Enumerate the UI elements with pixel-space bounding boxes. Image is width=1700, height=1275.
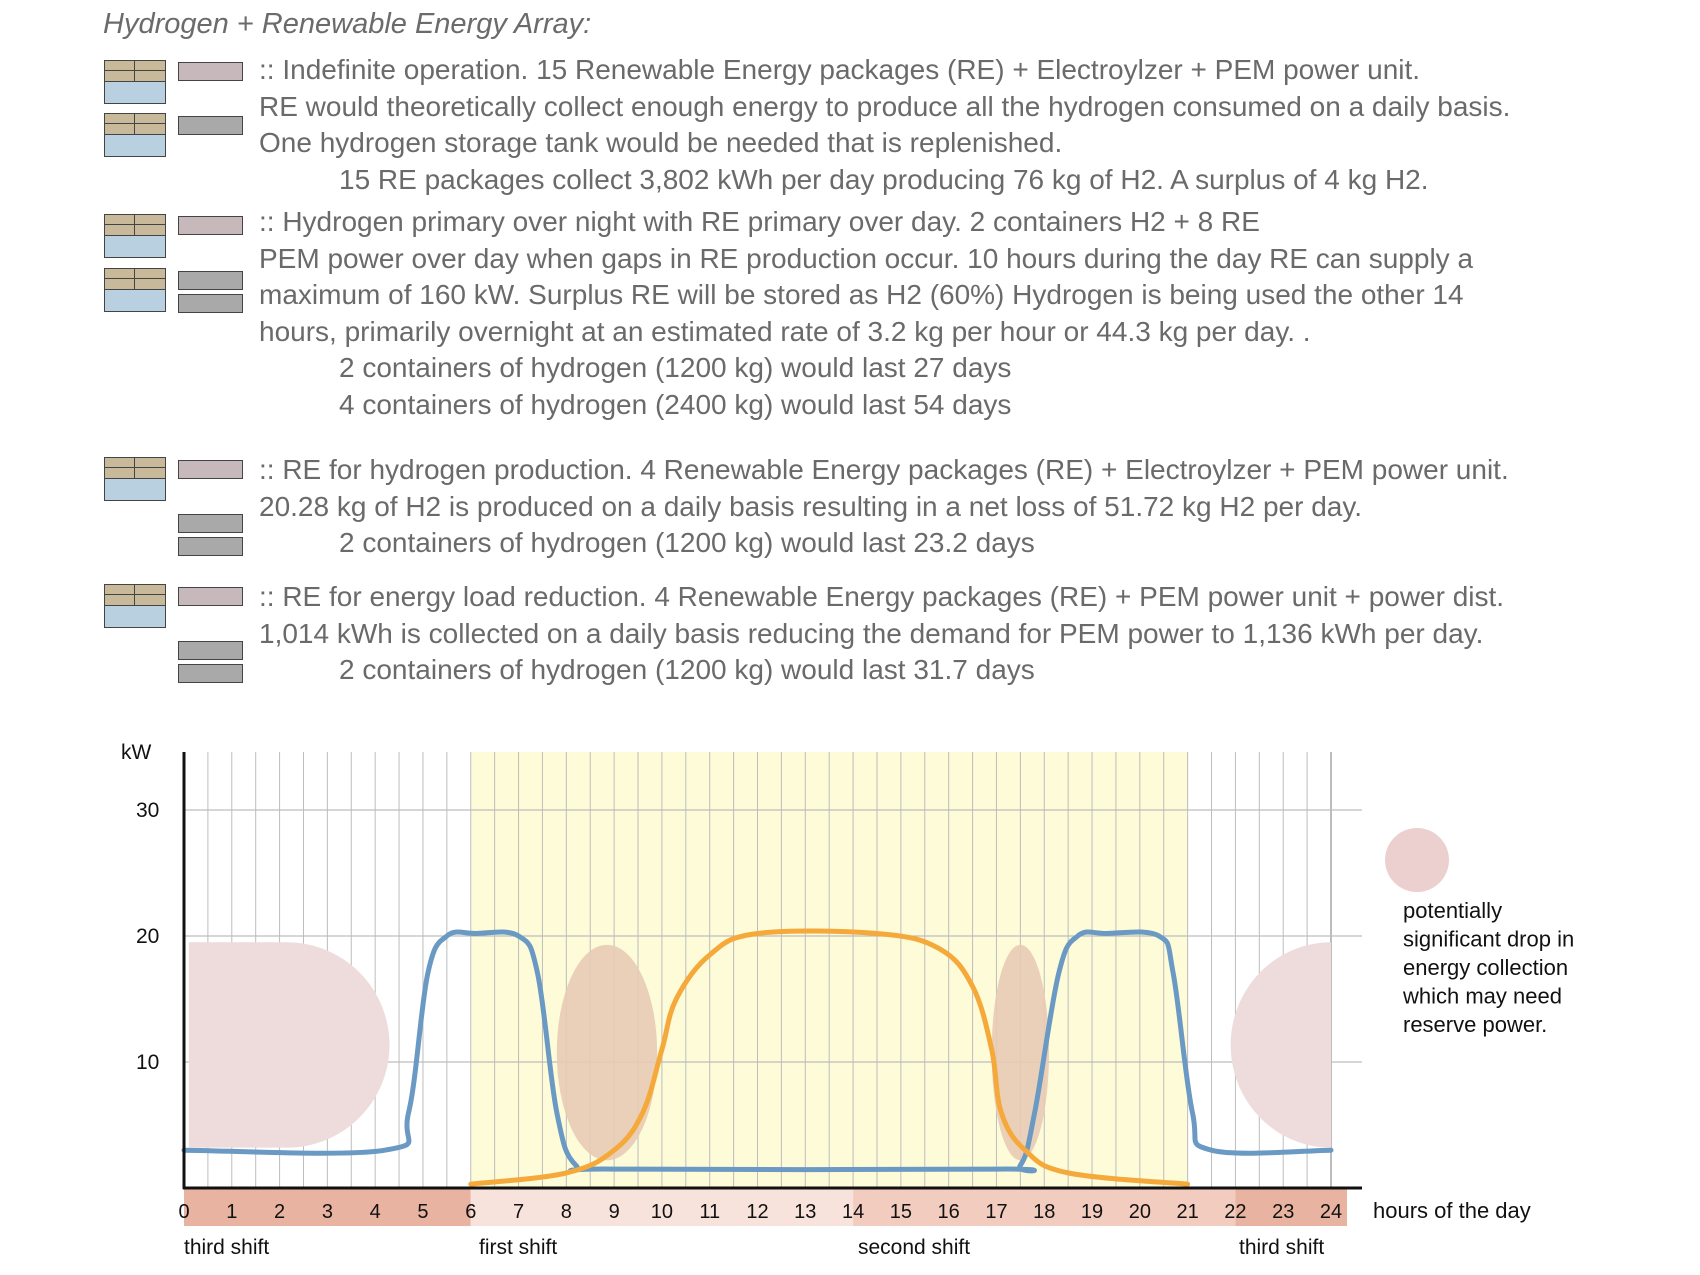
scenario-line: RE would theoretically collect enough en…	[259, 90, 1511, 122]
electrolyzer-icon	[178, 216, 243, 235]
scenario-text: :: RE for hydrogen production. 4 Renewab…	[259, 452, 1509, 562]
shift-label: third shift	[1239, 1236, 1324, 1259]
series-lines	[181, 928, 1334, 1187]
x-tick-label: 10	[651, 1201, 673, 1223]
legend-text: significant drop in	[1403, 927, 1574, 952]
x-tick-label: 6	[465, 1201, 476, 1223]
y-axis-label: kW	[121, 741, 152, 764]
scenario-line: 4 containers of hydrogen (2400 kg) would…	[339, 388, 1012, 420]
legend-text: reserve power.	[1403, 1012, 1547, 1037]
re-package-icon	[104, 113, 166, 157]
x-tick-label: 19	[1081, 1201, 1103, 1223]
axes	[182, 752, 1362, 1190]
y-tick-label: 20	[136, 925, 159, 948]
x-tick-label: 13	[794, 1201, 816, 1223]
drop-zone	[1230, 942, 1331, 1148]
x-tick-label: 1	[226, 1201, 237, 1223]
scenario-line: hours, primarily overnight at an estimat…	[259, 315, 1311, 347]
shift-band	[184, 1188, 471, 1226]
x-tick-label: 2	[274, 1201, 285, 1223]
legend-text: potentially	[1403, 898, 1502, 923]
legend-text: which may need	[1402, 984, 1562, 1009]
re-package-icon	[104, 60, 166, 104]
hydrogen-container-icon	[178, 537, 243, 556]
drop-zone	[556, 944, 658, 1161]
scenario-text: :: RE for energy load reduction. 4 Renew…	[259, 579, 1504, 689]
x-tick-label: 8	[561, 1201, 572, 1223]
x-tick-label: 21	[1177, 1201, 1199, 1223]
shift-label: third shift	[184, 1236, 269, 1259]
hydrogen-container-icon	[178, 116, 243, 135]
scenario-text: :: Indefinite operation. 15 Renewable En…	[259, 52, 1510, 198]
shift-bands	[184, 1188, 1347, 1226]
drop-zone	[991, 944, 1050, 1161]
electrolyzer-icon	[178, 587, 243, 606]
scenario-line: PEM power over day when gaps in RE produ…	[259, 242, 1474, 274]
x-tick-label: 4	[370, 1201, 381, 1223]
hydrogen-container-icon	[178, 271, 243, 290]
shift-label: second shift	[858, 1236, 970, 1259]
hydrogen-container-icon	[178, 514, 243, 533]
scenario-line: 20.28 kg of H2 is produced on a daily ba…	[259, 490, 1363, 522]
scenario-line: :: RE for energy load reduction. 4 Renew…	[259, 581, 1505, 612]
y-tick-label: 30	[136, 799, 159, 822]
scenario-line: One hydrogen storage tank would be neede…	[259, 127, 1063, 158]
x-tick-label: 17	[985, 1201, 1007, 1223]
x-tick-label: 18	[1033, 1201, 1055, 1223]
x-tick-label: 20	[1129, 1201, 1151, 1223]
shift-band	[470, 1188, 854, 1226]
hydrogen-container-icon	[178, 294, 243, 313]
x-axis-label: hours of the day	[1373, 1198, 1531, 1223]
scenario-line: :: RE for hydrogen production. 4 Renewab…	[259, 454, 1509, 485]
x-tick-label: 15	[890, 1201, 912, 1223]
scenario-line: :: Hydrogen primary over night with RE p…	[259, 206, 1260, 237]
scenario-line: 2 containers of hydrogen (1200 kg) would…	[339, 527, 1035, 558]
shift-band	[853, 1188, 1236, 1226]
shift-band	[1235, 1188, 1347, 1226]
scenario-line: 2 containers of hydrogen (1200 kg) would…	[339, 654, 1035, 685]
x-tick-label: 23	[1272, 1201, 1294, 1223]
legend: potentially significant drop in energy col…	[1385, 828, 1574, 1037]
x-tick-label: 5	[417, 1201, 428, 1223]
x-tick-label: 12	[746, 1201, 768, 1223]
hydrogen-container-icon	[178, 641, 243, 660]
drop-zone	[188, 942, 390, 1148]
x-tick-label: 24	[1320, 1201, 1342, 1223]
scenario-text: :: Hydrogen primary over night with RE p…	[259, 204, 1473, 423]
re-package-icon	[104, 584, 166, 628]
x-tick-label: 16	[938, 1201, 960, 1223]
page-title: Hydrogen + Renewable Energy Array:	[103, 8, 592, 40]
series-line	[181, 929, 1334, 1174]
x-tick-label: 3	[322, 1201, 333, 1223]
electrolyzer-icon	[178, 62, 243, 81]
y-tick-label: 10	[136, 1051, 159, 1074]
x-tick-label: 7	[513, 1201, 524, 1223]
scenario-line: 1,014 kWh is collected on a daily basis …	[259, 617, 1484, 649]
legend-text: energy collection	[1403, 955, 1568, 980]
series-line	[468, 928, 1191, 1187]
scenario-line: :: Indefinite operation. 15 Renewable En…	[259, 54, 1421, 85]
x-tick-label: 0	[178, 1201, 189, 1223]
scenario-line: 15 RE packages collect 3,802 kWh per day…	[339, 163, 1429, 195]
re-package-icon	[104, 457, 166, 501]
x-tick-label: 14	[842, 1201, 864, 1223]
hydrogen-container-icon	[178, 664, 243, 683]
re-package-icon	[104, 214, 166, 258]
re-package-icon	[104, 268, 166, 312]
electrolyzer-icon	[178, 460, 243, 479]
shift-label: first shift	[479, 1236, 557, 1259]
x-tick-label: 9	[609, 1201, 620, 1223]
drop-zones	[188, 942, 1331, 1161]
scenario-line: maximum of 160 kW. Surplus RE will be st…	[259, 279, 1464, 310]
scenario-line: 2 containers of hydrogen (1200 kg) would…	[339, 352, 1012, 383]
x-tick-label: 22	[1224, 1201, 1246, 1223]
x-tick-label: 11	[699, 1201, 720, 1223]
legend-swatch	[1385, 828, 1449, 892]
